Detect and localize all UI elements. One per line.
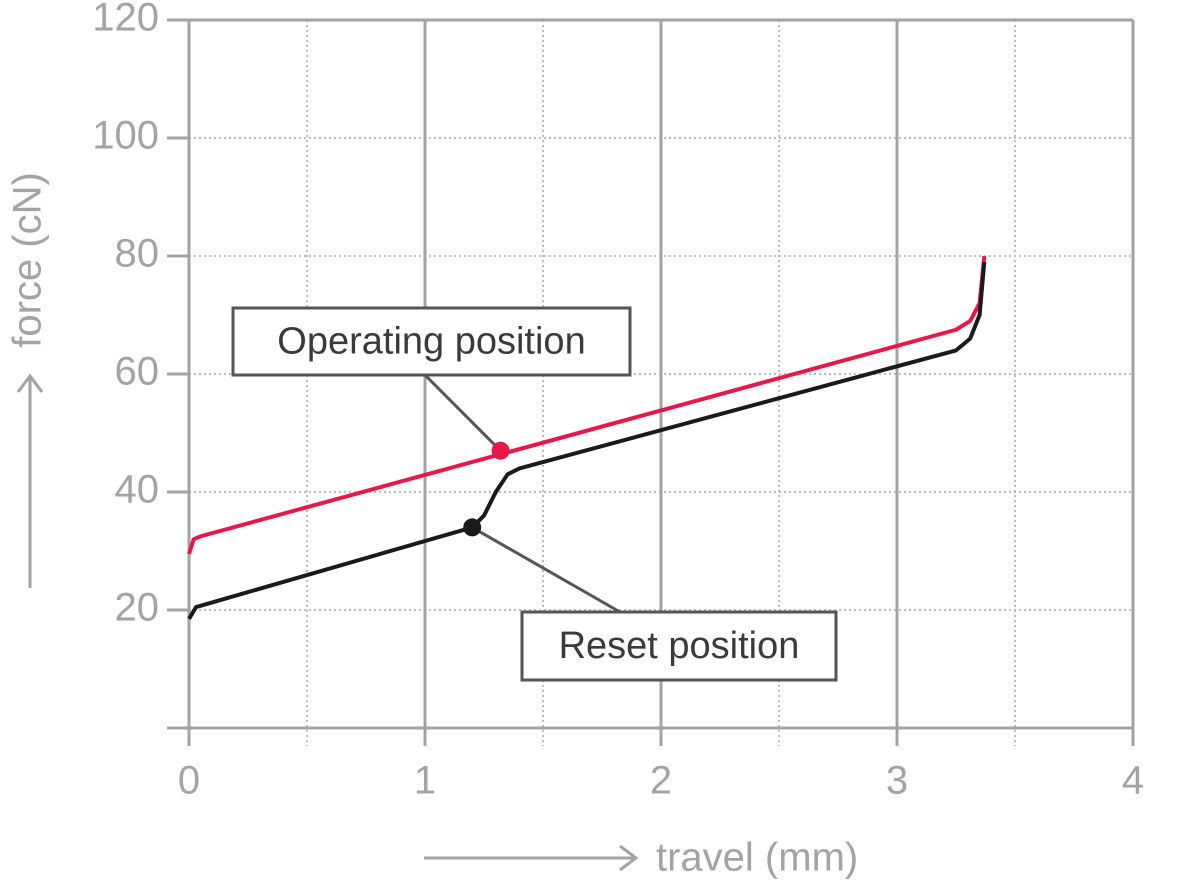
marker [463, 518, 482, 537]
x-axis-label: travel (mm) [656, 836, 858, 880]
y-tick-label: 40 [115, 468, 160, 512]
x-tick-label: 4 [1122, 759, 1144, 803]
x-tick-label: 3 [886, 759, 908, 803]
x-tick-label: 2 [650, 759, 672, 803]
y-tick-label: 20 [115, 586, 160, 630]
y-tick-label: 80 [115, 232, 160, 276]
y-tick-label: 60 [115, 350, 160, 394]
axis-arrows [16, 373, 639, 872]
annotation-label: Operating position [277, 321, 585, 363]
x-tick-label: 1 [414, 759, 436, 803]
x-tick-label: 0 [178, 759, 200, 803]
plot: 20 40 60 80 100 120 0 1 2 3 4 Operating position Res… [92, 0, 1144, 803]
y-axis-label: force (cN) [6, 172, 50, 348]
line-series [187, 261, 987, 620]
leader-line [423, 373, 502, 452]
y-tick-label: 120 [92, 0, 159, 40]
marker [491, 441, 510, 460]
annotation-box [231, 306, 632, 377]
annotation-box [520, 610, 838, 682]
y-tick-label: 100 [92, 114, 159, 158]
leader-line [471, 526, 621, 614]
annotation-label: Reset position [559, 625, 800, 667]
line-series [187, 255, 987, 555]
